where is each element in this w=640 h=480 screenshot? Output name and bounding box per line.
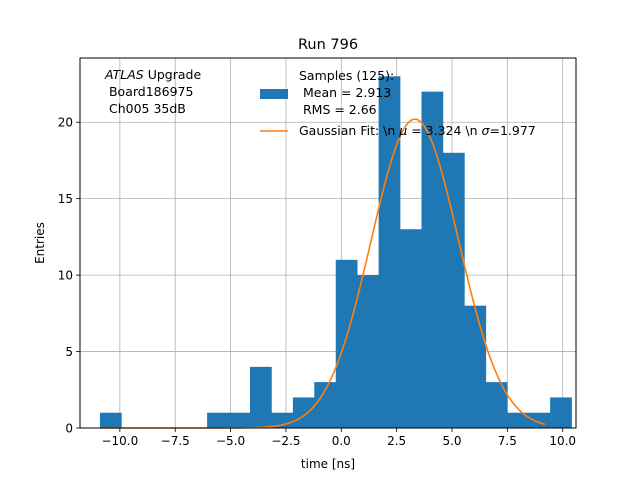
y-tick-label: 10: [58, 269, 73, 283]
y-tick-label: 15: [58, 192, 73, 206]
histogram-bar: [485, 382, 508, 428]
x-tick-label: 10.0: [549, 434, 576, 448]
annotation-upgrade: Upgrade: [144, 67, 202, 82]
legend-swatch-histogram: [260, 89, 288, 99]
histogram-bar: [335, 259, 358, 428]
x-tick-label: 0.0: [332, 434, 351, 448]
y-axis-label: Entries: [33, 222, 47, 264]
legend-fit-label: Gaussian Fit: \n μ = 3.324 \n σ=1.977: [299, 123, 536, 138]
legend-fit-mid: = 3.324 \n: [407, 123, 481, 138]
x-tick-label: 7.5: [498, 434, 517, 448]
legend-fit-suffix: =1.977: [489, 123, 535, 138]
histogram-bar: [357, 275, 379, 428]
legend-fit-mu: μ: [398, 123, 407, 138]
histogram-bar: [442, 152, 465, 428]
histogram-bar: [400, 229, 422, 428]
histogram-bar: [421, 91, 444, 429]
annotation-line-3: Ch005 35dB: [105, 101, 186, 116]
x-tick-label: −5.0: [216, 434, 245, 448]
legend-histogram-line-1: Samples (125):: [299, 68, 394, 83]
x-axis-label: time [ns]: [301, 457, 355, 471]
x-tick-label: −2.5: [271, 434, 300, 448]
y-tick-label: 0: [65, 422, 73, 436]
atlas-annotation: ATLAS Upgrade Board186975 Ch005 35dB: [104, 67, 201, 116]
y-tick-label: 20: [58, 116, 73, 130]
x-tick-label: 5.0: [442, 434, 461, 448]
legend-fit-sigma: σ: [482, 123, 491, 138]
x-tick-label: −10.0: [101, 434, 138, 448]
histogram-bar: [464, 305, 487, 428]
x-axis-ticks: −10.0 −7.5 −5.0 −2.5 0.0 2.5 5.0 7.5 10.0: [101, 428, 576, 448]
annotation-line-2: Board186975: [105, 84, 193, 99]
histogram-bar: [314, 382, 337, 428]
legend-fit-prefix: Gaussian Fit: \n: [299, 123, 399, 138]
legend-histogram-line-3: RMS = 2.66: [299, 102, 377, 117]
y-tick-label: 5: [65, 345, 73, 359]
legend-histogram-line-2: Mean = 2.913: [299, 85, 391, 100]
legend: Samples (125): Mean = 2.913 RMS = 2.66 G…: [260, 68, 536, 138]
x-tick-label: −7.5: [161, 434, 190, 448]
histogram-bar: [507, 412, 529, 428]
annotation-atlas: ATLAS: [104, 67, 144, 82]
histogram-bar: [292, 397, 315, 428]
plot-frame: [79, 57, 577, 429]
chart-title: Run 796: [298, 37, 358, 53]
histogram-bar: [207, 412, 229, 428]
histogram-bar: [378, 76, 401, 428]
histogram-bar: [528, 412, 551, 428]
y-axis-ticks: 0 5 10 15 20: [58, 116, 80, 436]
annotation-line-1: ATLAS Upgrade: [104, 67, 201, 82]
histogram-bar: [99, 412, 122, 428]
x-tick-label: 2.5: [387, 434, 406, 448]
histogram-bars: [99, 76, 572, 429]
histogram-bar: [249, 366, 272, 428]
histogram-bar: [228, 412, 251, 428]
histogram-bar: [550, 397, 572, 428]
